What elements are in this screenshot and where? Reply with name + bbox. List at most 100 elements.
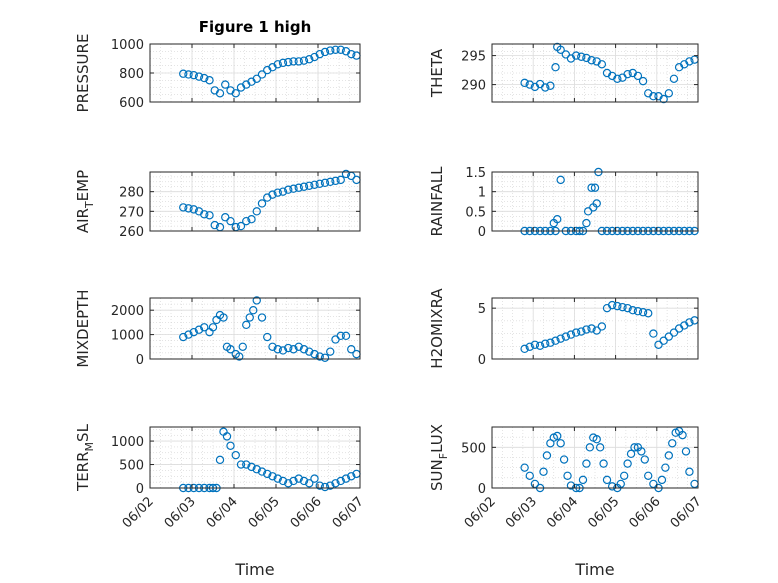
panel-6-data-point	[535, 341, 545, 350]
panel-6-data-point	[659, 336, 668, 345]
panel-8-data-point	[582, 459, 591, 468]
panel-5-y-tick-label: 0	[136, 353, 144, 368]
panel-1-data-point	[205, 76, 214, 85]
panel-3-data-point	[315, 179, 324, 188]
panel-2-data-point	[577, 52, 586, 61]
panel-7-data-point	[231, 450, 240, 460]
panel-7-x-axis-label: Time	[234, 560, 274, 579]
panel-6-y-axis-label: H2OMIXRA	[428, 288, 446, 369]
panel-4-y-tick-label: 1	[478, 186, 486, 201]
panel-1-y-tick-label: 600	[119, 96, 144, 111]
panel-4-data-point	[587, 183, 596, 192]
panel-8-data-point	[585, 443, 595, 452]
panel-2-data-point	[556, 45, 565, 55]
panel-3-axes-frame	[149, 171, 361, 232]
panel-3-data-point	[278, 187, 288, 196]
panel-5-data-point	[245, 313, 254, 322]
panel-8-data-point	[578, 475, 588, 485]
panel-8-y-axis-label-part: SUN	[428, 459, 446, 491]
panel-1-data-point	[320, 47, 330, 57]
panel-6-data-point	[592, 326, 601, 335]
panel-1-y-axis-label: PRESSURE	[74, 34, 92, 113]
panel-3-data-point	[226, 216, 235, 226]
panel-2-data-point	[638, 76, 648, 86]
panel-5-data-point	[336, 331, 345, 341]
panel-8-data-point	[657, 475, 667, 485]
panel-6-data-point	[664, 332, 674, 341]
panel-3-data-point	[289, 184, 298, 193]
grid-layer	[149, 43, 699, 489]
panel-7-data-point	[236, 460, 246, 469]
panel-8-x-tick-label: 06/04	[544, 494, 581, 531]
panel-1-data-point	[305, 55, 314, 64]
panel-7-data-point	[347, 472, 356, 481]
panel-5-data-point	[315, 352, 324, 361]
panel-1-y-axis-label-part: PRESSURE	[74, 34, 92, 113]
panel-2-data-point	[669, 74, 679, 84]
panel-1-data-point	[252, 74, 261, 84]
panel-7-x-tick-label: 06/03	[162, 494, 199, 531]
panel-7-data-point	[320, 482, 330, 492]
panel-2-data-point	[623, 69, 632, 79]
panel-7-data-point	[222, 432, 232, 441]
panel-1-data-point	[184, 70, 193, 79]
panel-2-data-point	[520, 78, 529, 88]
panel-1-data-point	[273, 60, 282, 69]
panel-2-data-point	[546, 81, 555, 90]
panel-6-data-point	[623, 303, 632, 313]
panel-3-data-point	[341, 169, 351, 179]
panel-7-data-point	[289, 476, 298, 486]
panel-8-data-point	[525, 471, 534, 480]
panel-5-data-point	[284, 343, 293, 353]
panel-3-data-point	[242, 216, 251, 226]
panel-8-data-point	[556, 439, 565, 448]
panel-5-data-point	[179, 332, 188, 342]
panel-8-data-point	[542, 451, 552, 460]
panel-4-axes-frame	[491, 171, 699, 232]
panel-3-data-point	[336, 175, 345, 185]
panel-6-y-tick-label: 0	[478, 353, 486, 368]
panel-6-data-point	[669, 328, 679, 337]
panel-5-data-point	[299, 345, 309, 354]
panel-1-data-point	[315, 49, 324, 59]
panel-2-data-point	[664, 89, 674, 98]
panel-6-data-point	[685, 318, 694, 327]
panel-6-data-point	[561, 332, 571, 341]
panel-3-data-point	[221, 213, 230, 222]
panel-6-y-axis-label-part: H2OMIXRA	[428, 288, 446, 369]
panel-7-data-point	[247, 462, 256, 472]
panel-5-data-point	[249, 306, 258, 315]
panel-4-data-point	[583, 207, 593, 216]
panel-8-data-point	[559, 455, 569, 464]
panel-2-data-point	[685, 57, 694, 66]
panel-2-data-point	[541, 83, 550, 92]
panel-5-data-point	[200, 323, 209, 332]
panel-3-data-point	[326, 177, 335, 187]
data-layer	[179, 42, 699, 493]
panel-6-data-point	[597, 322, 607, 331]
panel-1-data-point	[278, 58, 288, 68]
panel-8-data-point	[637, 447, 646, 456]
panel-2-data-point	[561, 50, 571, 59]
panel-3-data-point	[320, 178, 330, 188]
panel-1-data-point	[294, 57, 303, 66]
panel-7-data-point	[336, 476, 345, 486]
panel-2-y-tick-label: 290	[461, 79, 486, 94]
panel-7-x-tick-label: 06/05	[246, 494, 283, 531]
panel-7-axes-frame	[149, 426, 361, 489]
panel-6-data-point	[525, 342, 534, 351]
panel-8-data-point	[595, 443, 605, 452]
panel-5-data-point	[263, 332, 272, 342]
panel-1-data-point	[194, 72, 204, 81]
panel-7-data-point	[315, 481, 324, 490]
panel-7-data-point	[294, 474, 303, 483]
panel-8-x-tick-label: 06/05	[585, 494, 622, 531]
panel-8-data-point	[668, 439, 677, 448]
panel-8-axes-frame	[491, 426, 699, 489]
panel-7-data-point	[331, 479, 340, 488]
panel-3-y-axis-label: AIRTEMP	[74, 170, 96, 233]
panel-7-y-axis-label-part: SL	[74, 423, 92, 442]
panel-8-data-point	[661, 463, 670, 472]
panel-1-y-tick-label: 800	[119, 67, 144, 82]
panel-2-data-point	[633, 71, 643, 81]
